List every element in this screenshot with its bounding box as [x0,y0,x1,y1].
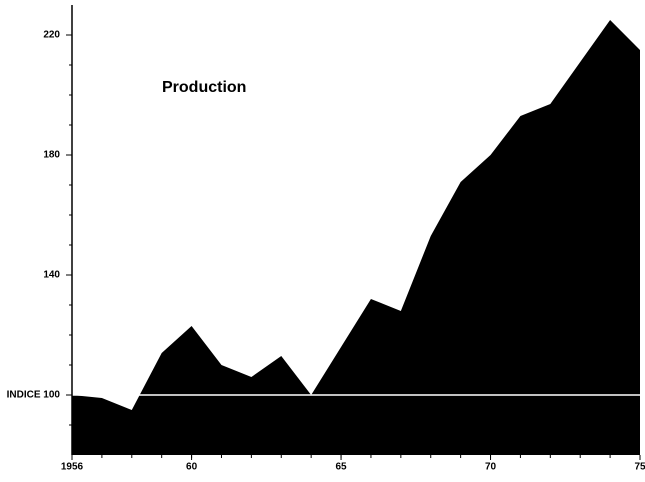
x-tick-label: 65 [335,462,347,473]
x-tick-label: 1956 [61,462,84,473]
y-tick-label: 220 [43,30,60,41]
chart-title: Production [162,79,246,96]
area [72,20,640,455]
y-tick-label: 180 [43,150,60,161]
x-tick-label: 75 [634,462,645,473]
x-tick-label: 60 [186,462,198,473]
y-tick-label: 140 [43,270,60,281]
y-tick-label: INDICE 100 [7,390,61,401]
x-tick-label: 70 [485,462,497,473]
